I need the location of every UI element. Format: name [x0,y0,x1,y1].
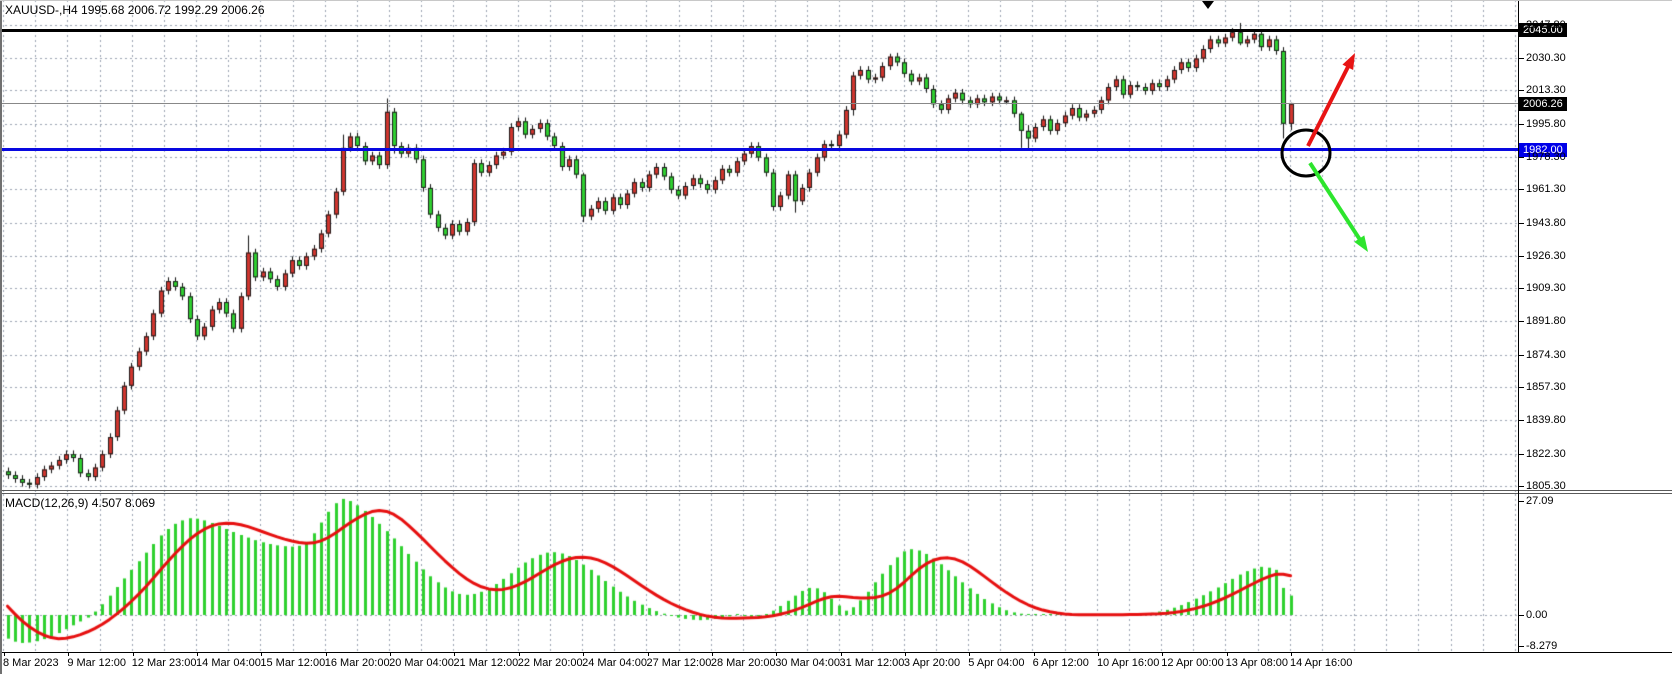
time-tick-label: 22 Mar 20:00 [517,657,583,669]
price-tick-label: 1995.80 [1518,117,1566,130]
time-tick-mark [1097,652,1099,656]
price-tick-label: 1805.30 [1518,480,1566,492]
time-tick-label: 13 Apr 08:00 [1225,657,1289,669]
time-tick-mark [132,652,134,656]
price-tick-label: 1839.80 [1518,414,1566,427]
time-tick-label: 20 Mar 04:00 [389,657,454,669]
price-tick-label: 1926.30 [1518,249,1566,262]
price-chart-canvas[interactable] [0,0,1518,492]
last-price-line-axis-label: 2006.26 [1519,96,1567,111]
time-tick-label: 15 Mar 12:00 [260,657,326,669]
time-tick-mark [840,652,842,656]
time-tick-mark [969,652,971,656]
window-top-edge [0,0,1672,1]
time-tick-label: 5 Apr 04:00 [968,657,1025,669]
time-tick-mark [1162,652,1164,656]
macd-scale-label: -8.279 [1517,640,1558,652]
time-tick-label: 14 Apr 16:00 [1290,657,1353,669]
time-tick-mark [325,652,327,656]
time-tick-mark [1033,652,1035,656]
price-tick-label: 2030.30 [1518,51,1566,64]
chart-title-ohlc: XAUUSD-,H4 1995.68 2006.72 1992.29 2006.… [5,3,265,17]
time-tick-mark [1291,652,1292,656]
time-tick-mark [518,652,520,656]
time-tick-label: 10 Apr 16:00 [1096,657,1160,669]
time-tick-label: 12 Apr 00:00 [1161,657,1224,669]
price-tick-label: 1874.30 [1518,348,1566,361]
time-tick-mark [904,652,906,656]
time-tick-label: 6 Apr 12:00 [1032,657,1089,669]
time-tick-mark [68,652,70,656]
time-tick-label: 30 Mar 04:00 [775,657,841,669]
price-tick-label: 1961.30 [1518,183,1566,196]
time-tick-mark [4,652,5,656]
macd-scale-label: 27.09 [1518,495,1554,507]
price-tick-label: 2047.80 [1518,18,1566,31]
time-tick-mark [647,652,649,656]
support-line[interactable] [0,148,1518,152]
price-tick-label: 1822.30 [1518,447,1566,460]
time-tick-mark [454,652,456,656]
time-tick-mark [1226,652,1228,656]
resistance-line-axis-label: 2045.00 [1519,23,1567,37]
time-tick-mark [711,652,713,656]
time-tick-mark [390,652,392,656]
time-axis-border [0,652,1672,653]
chart-shift-marker-icon [1202,1,1214,9]
time-tick-label: 9 Mar 12:00 [67,657,127,669]
time-tick-label: 27 Mar 12:00 [646,657,712,669]
time-tick-label: 28 Mar 20:00 [710,657,776,669]
macd-indicator-label: MACD(12,26,9) 4.507 8.069 [5,496,156,510]
last-price-line[interactable] [0,103,1518,105]
time-tick-mark [776,652,778,656]
time-tick-mark [261,652,263,656]
support-line-axis-label: 1982.00 [1519,142,1567,157]
price-tick-label: 2013.30 [1518,84,1566,97]
time-tick-mark [197,652,199,656]
price-tick-label: 1909.30 [1518,282,1566,295]
price-tick-label: 1857.30 [1518,381,1566,394]
price-tick-label: 1891.80 [1518,315,1566,328]
price-tick-label: 1943.80 [1518,216,1566,229]
time-tick-label: 12 Mar 23:00 [131,657,197,669]
time-tick-mark [583,652,585,656]
time-tick-label: 14 Mar 04:00 [196,657,261,669]
macd-scale-label: 0.00 [1517,609,1548,621]
time-tick-label: 31 Mar 12:00 [839,657,905,669]
resistance-line[interactable] [0,28,1518,32]
window-left-edge [0,0,2,674]
time-tick-label: 16 Mar 20:00 [324,657,390,669]
price-axis-border [1518,0,1519,652]
pane-separator[interactable] [0,490,1672,491]
price-tick-label: 1978.30 [1518,150,1566,163]
pane-separator[interactable] [0,493,1672,494]
macd-chart-canvas[interactable] [0,494,1518,652]
time-tick-label: 21 Mar 12:00 [453,657,519,669]
time-tick-label: 3 Apr 20:00 [903,657,961,669]
time-tick-label: 8 Mar 2023 [3,657,59,669]
time-tick-label: 24 Mar 04:00 [582,657,647,669]
